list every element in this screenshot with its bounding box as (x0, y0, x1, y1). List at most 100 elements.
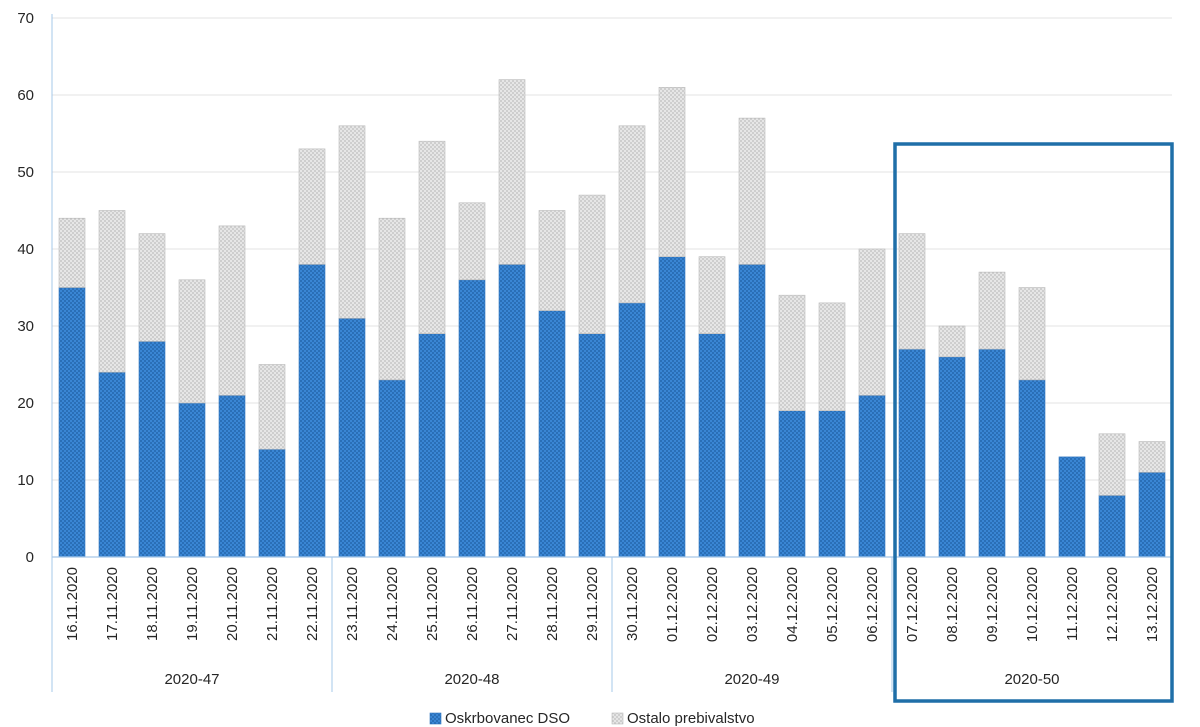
group-label: 2020-47 (164, 671, 219, 688)
bar-oskrbovanec-dso (258, 448, 286, 558)
bar-oskrbovanec-dso (578, 333, 606, 558)
bar-oskrbovanec-dso (218, 394, 246, 558)
bar-oskrbovanec-dso (58, 287, 86, 558)
legend-swatch (611, 712, 624, 725)
highlight-box (893, 142, 1174, 703)
x-category-label: 12.12.2020 (1104, 567, 1121, 642)
bar-oskrbovanec-dso (1018, 379, 1046, 558)
bar-oskrbovanec-dso (498, 264, 526, 558)
x-category-label: 20.11.2020 (224, 567, 241, 641)
legend-label: Ostalo prebivalstvo (627, 710, 755, 727)
y-tick-label: 20 (17, 395, 34, 412)
bar-oskrbovanec-dso (98, 371, 126, 558)
bar-oskrbovanec-dso (338, 317, 366, 558)
x-category-label: 01.12.2020 (664, 567, 681, 642)
bar-oskrbovanec-dso (738, 264, 766, 558)
bar-ostalo-prebivalstvo (338, 125, 366, 319)
bar-ostalo-prebivalstvo (1098, 433, 1126, 496)
bar-ostalo-prebivalstvo (738, 117, 766, 265)
x-category-label: 10.12.2020 (1024, 567, 1041, 642)
bar-oskrbovanec-dso (458, 279, 486, 558)
x-category-label: 11.12.2020 (1064, 567, 1081, 641)
bar-ostalo-prebivalstvo (658, 87, 686, 257)
y-tick-label: 70 (17, 10, 34, 27)
highlight-rectangle (893, 142, 1174, 703)
y-tick-label: 50 (17, 164, 34, 181)
bar-ostalo-prebivalstvo (458, 202, 486, 281)
bar-oskrbovanec-dso (1098, 495, 1126, 558)
x-category-label: 19.11.2020 (184, 567, 201, 641)
bar-ostalo-prebivalstvo (978, 271, 1006, 350)
x-category-label: 28.11.2020 (544, 567, 561, 641)
bar-oskrbovanec-dso (658, 256, 686, 558)
bar-ostalo-prebivalstvo (258, 364, 286, 450)
x-category-label: 26.11.2020 (464, 567, 481, 641)
x-category-label: 23.11.2020 (344, 567, 361, 641)
bar-ostalo-prebivalstvo (218, 225, 246, 396)
x-category-label: 25.11.2020 (424, 567, 441, 641)
x-category-label: 29.11.2020 (584, 567, 601, 641)
bar-ostalo-prebivalstvo (378, 217, 406, 381)
x-category-label: 30.11.2020 (624, 567, 641, 641)
bar-ostalo-prebivalstvo (98, 210, 126, 373)
legend-swatch (429, 712, 442, 725)
x-category-label: 05.12.2020 (824, 567, 841, 642)
y-tick-label: 10 (17, 472, 34, 489)
bar-oskrbovanec-dso (698, 333, 726, 558)
bar-ostalo-prebivalstvo (498, 79, 526, 265)
bar-oskrbovanec-dso (298, 264, 326, 558)
group-label: 2020-50 (1004, 671, 1059, 688)
x-category-label: 03.12.2020 (744, 567, 761, 642)
bar-oskrbovanec-dso (138, 341, 166, 558)
x-axis-labels: 16.11.2020 17.11.2020 18.11.2020 19.11.2020… (64, 567, 1161, 642)
bar-oskrbovanec-dso (858, 394, 886, 558)
x-category-label: 09.12.2020 (984, 567, 1001, 642)
x-category-label: 02.12.2020 (704, 567, 721, 642)
bars (58, 79, 1166, 558)
bar-oskrbovanec-dso (978, 348, 1006, 558)
bar-ostalo-prebivalstvo (58, 217, 86, 288)
bar-ostalo-prebivalstvo (138, 233, 166, 342)
bar-oskrbovanec-dso (898, 348, 926, 558)
x-category-label: 07.12.2020 (904, 567, 921, 642)
bar-oskrbovanec-dso (778, 410, 806, 558)
legend-label: Oskrbovanec DSO (445, 710, 570, 727)
bar-oskrbovanec-dso (178, 402, 206, 558)
bar-ostalo-prebivalstvo (778, 294, 806, 412)
bar-oskrbovanec-dso (418, 333, 446, 558)
group-label: 2020-48 (444, 671, 499, 688)
x-category-label: 04.12.2020 (784, 567, 801, 642)
y-tick-label: 60 (17, 87, 34, 104)
x-category-label: 08.12.2020 (944, 567, 961, 642)
group-label: 2020-49 (724, 671, 779, 688)
bar-oskrbovanec-dso (1138, 471, 1166, 558)
legend: Oskrbovanec DSO Ostalo prebivalstvo (429, 710, 755, 727)
bar-ostalo-prebivalstvo (418, 140, 446, 334)
x-category-label: 06.12.2020 (864, 567, 881, 642)
bar-ostalo-prebivalstvo (1138, 441, 1166, 473)
bar-oskrbovanec-dso (618, 302, 646, 558)
x-category-label: 16.11.2020 (64, 567, 81, 641)
bar-oskrbovanec-dso (378, 379, 406, 558)
bar-ostalo-prebivalstvo (178, 279, 206, 404)
x-category-label: 22.11.2020 (304, 567, 321, 641)
bar-ostalo-prebivalstvo (898, 233, 926, 350)
x-category-label: 27.11.2020 (504, 567, 521, 641)
bar-ostalo-prebivalstvo (858, 248, 886, 396)
y-tick-label: 30 (17, 318, 34, 335)
bar-ostalo-prebivalstvo (578, 194, 606, 335)
y-tick-label: 0 (26, 549, 34, 566)
x-category-label: 17.11.2020 (104, 567, 121, 641)
bar-oskrbovanec-dso (538, 310, 566, 558)
bar-ostalo-prebivalstvo (298, 148, 326, 265)
bar-ostalo-prebivalstvo (698, 256, 726, 335)
x-category-label: 24.11.2020 (384, 567, 401, 641)
x-category-label: 18.11.2020 (144, 567, 161, 641)
bar-oskrbovanec-dso (938, 356, 966, 558)
bar-oskrbovanec-dso (1058, 456, 1086, 558)
bar-ostalo-prebivalstvo (938, 325, 966, 358)
x-category-label: 21.11.2020 (264, 567, 281, 641)
y-tick-label: 40 (17, 241, 34, 258)
bar-oskrbovanec-dso (818, 410, 846, 558)
